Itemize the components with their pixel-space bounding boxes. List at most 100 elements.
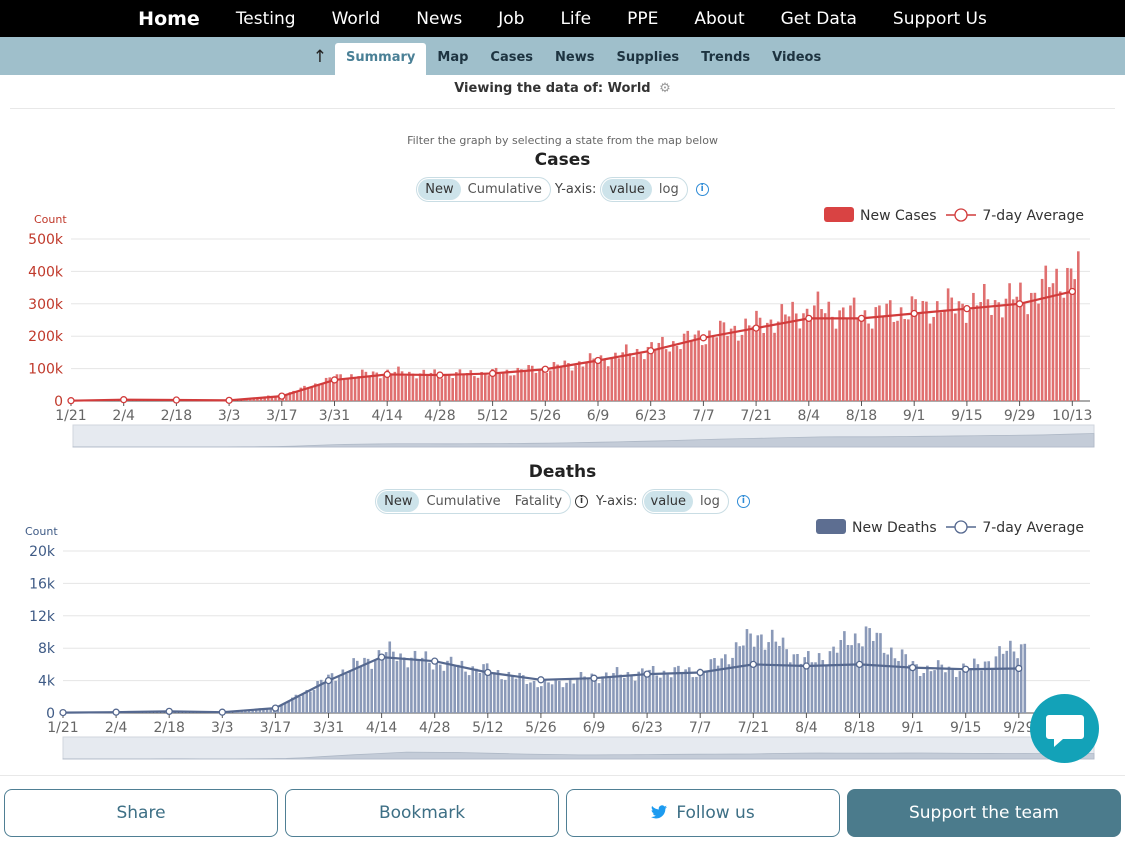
- tab-trends[interactable]: Trends: [701, 50, 751, 65]
- tab-cases[interactable]: Cases: [490, 50, 534, 65]
- bookmark-button[interactable]: Bookmark: [285, 789, 559, 837]
- cases-bar: [624, 344, 628, 401]
- arrow-up-icon[interactable]: ↑: [312, 47, 328, 67]
- cases-bar: [726, 335, 729, 401]
- follow-us-button[interactable]: Follow us: [566, 789, 840, 837]
- tab-map[interactable]: Map: [437, 50, 469, 65]
- deaths-bar: [673, 667, 677, 713]
- cases-mode-cumulative[interactable]: Cumulative: [467, 182, 542, 197]
- deaths-scale-value[interactable]: value: [643, 491, 694, 512]
- deaths-mode-fatality[interactable]: Fatality: [514, 494, 563, 509]
- cases-bar: [436, 375, 440, 401]
- deaths-bar: [345, 673, 348, 713]
- tab-news[interactable]: News: [555, 50, 595, 65]
- nav-job[interactable]: Job: [498, 8, 525, 29]
- cases-bar: [483, 373, 487, 401]
- cases-bar: [480, 371, 483, 401]
- cases-bar: [292, 390, 295, 401]
- cases-bar: [834, 328, 838, 401]
- share-button[interactable]: Share: [4, 789, 278, 837]
- deaths-bar: [330, 673, 334, 713]
- deaths-bar: [500, 679, 503, 713]
- deaths-bar: [669, 677, 673, 713]
- deaths-bar: [951, 667, 954, 713]
- deaths-bar: [547, 682, 550, 713]
- gear-icon[interactable]: ⚙: [659, 81, 671, 96]
- nav-home[interactable]: Home: [138, 7, 200, 30]
- cases-mode-new[interactable]: New: [418, 179, 461, 200]
- deaths-bar: [269, 707, 272, 713]
- deaths-x-tick-label: 6/23: [631, 720, 662, 736]
- tab-supplies[interactable]: Supplies: [616, 50, 680, 65]
- nav-ppe[interactable]: PPE: [627, 8, 659, 29]
- chat-bubble-icon[interactable]: [1030, 694, 1099, 763]
- cases-avg-point: [1015, 300, 1024, 308]
- cases-bar: [769, 319, 773, 401]
- cases-bar: [907, 319, 910, 401]
- deaths-bar: [655, 675, 659, 713]
- cases-bar: [310, 386, 313, 401]
- cases-bar: [368, 375, 371, 401]
- cases-bar: [708, 330, 711, 401]
- cases-bar: [845, 319, 849, 401]
- deaths-bar: [453, 666, 456, 713]
- deaths-bar: [406, 667, 410, 713]
- deaths-avg-point: [962, 665, 970, 673]
- nav-news[interactable]: News: [416, 8, 463, 29]
- deaths-bar: [915, 664, 918, 713]
- nav-world[interactable]: World: [331, 8, 381, 29]
- deaths-mode-new[interactable]: New: [377, 491, 420, 512]
- cases-bar: [426, 374, 429, 401]
- cases-bar: [570, 370, 574, 401]
- deaths-bar: [457, 664, 460, 713]
- deaths-bar: [262, 708, 265, 713]
- deaths-x-tick-label: 4/14: [366, 720, 398, 736]
- deaths-bar: [496, 670, 500, 713]
- info-icon[interactable]: i: [736, 495, 750, 508]
- cases-bar: [274, 395, 277, 401]
- cases-bar: [903, 319, 907, 401]
- deaths-bar: [590, 673, 594, 713]
- deaths-bar: [695, 676, 698, 713]
- deaths-bar: [900, 649, 904, 713]
- cases-bar: [661, 336, 664, 401]
- deaths-mode-cumulative[interactable]: Cumulative: [426, 494, 501, 509]
- nav-support-us[interactable]: Support Us: [892, 8, 987, 29]
- deaths-bar: [388, 641, 392, 713]
- nav-get-data[interactable]: Get Data: [780, 8, 857, 29]
- cases-bar: [465, 372, 469, 401]
- cases-scale-log[interactable]: log: [658, 182, 679, 197]
- deaths-bar: [316, 681, 319, 713]
- deaths-bar: [305, 689, 309, 713]
- cases-scale-toggle: value log: [600, 177, 688, 202]
- fatality-info-icon[interactable]: i: [575, 495, 589, 508]
- cases-bar: [1001, 317, 1004, 401]
- cases-bar: [404, 375, 407, 401]
- tab-summary[interactable]: Summary: [335, 43, 427, 75]
- deaths-bar: [889, 647, 893, 713]
- deaths-bar: [980, 670, 983, 713]
- cases-bar: [498, 373, 502, 401]
- nav-about[interactable]: About: [694, 8, 745, 29]
- cases-bar: [787, 316, 791, 401]
- cases-bar: [762, 333, 765, 401]
- cases-bar: [1077, 251, 1080, 401]
- cases-bar: [972, 292, 975, 401]
- deaths-bar: [298, 696, 301, 713]
- support-team-button[interactable]: Support the team: [847, 789, 1121, 837]
- cases-bar: [552, 362, 556, 401]
- viewing-value[interactable]: World: [607, 81, 651, 96]
- deaths-x-tick-label: 8/4: [795, 720, 818, 736]
- nav-life[interactable]: Life: [560, 8, 592, 29]
- deaths-avg-point: [112, 708, 120, 716]
- cases-bar: [530, 365, 534, 401]
- cases-x-tick-label: 7/7: [692, 408, 715, 424]
- cases-avg-point: [857, 314, 866, 323]
- cases-scale-value[interactable]: value: [602, 179, 652, 200]
- cases-bar: [313, 383, 317, 401]
- deaths-scale-log[interactable]: log: [700, 494, 720, 509]
- deaths-bar: [438, 664, 442, 713]
- nav-testing[interactable]: Testing: [235, 8, 296, 29]
- tab-videos[interactable]: Videos: [772, 50, 822, 65]
- info-icon[interactable]: i: [695, 183, 709, 196]
